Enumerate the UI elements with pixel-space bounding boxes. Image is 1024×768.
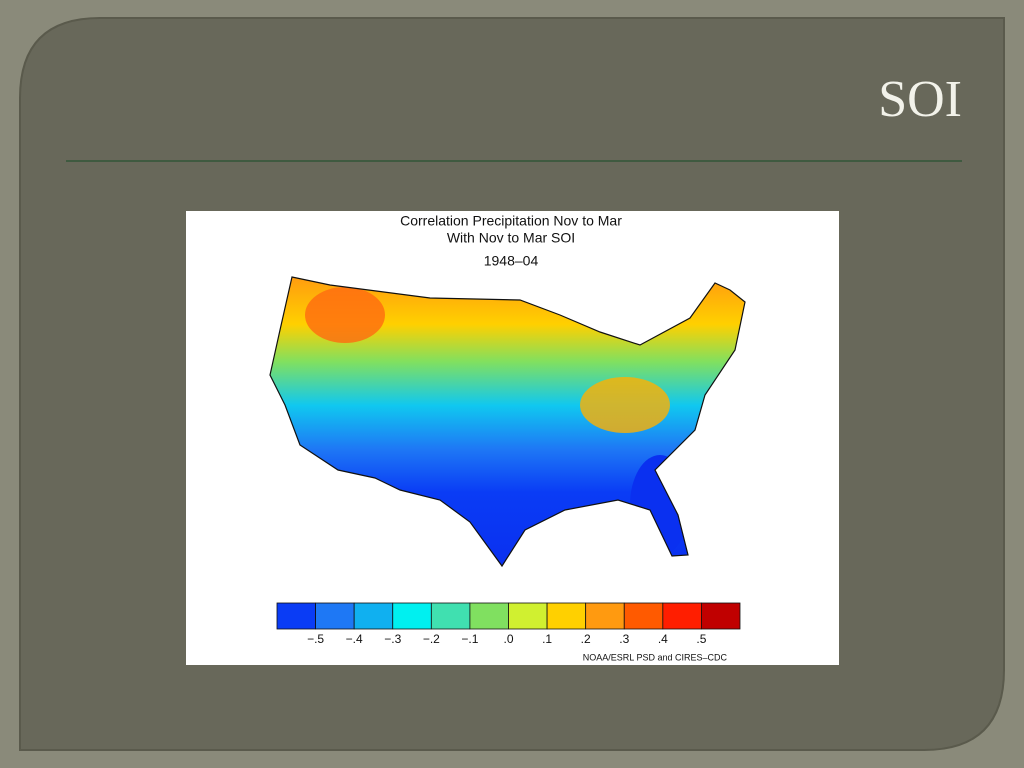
figure-title: With Nov to Mar SOI — [447, 230, 575, 246]
map-region — [580, 377, 670, 433]
colorbar-label: .3 — [619, 632, 629, 646]
colorbar-cell — [315, 602, 355, 630]
colorbar-label: −.3 — [384, 632, 401, 646]
colorbar-label: −.2 — [423, 632, 440, 646]
colorbar-cell — [508, 602, 548, 630]
colorbar-label: −.5 — [307, 632, 324, 646]
slide-title: SOI — [878, 71, 962, 128]
map-region — [305, 287, 385, 343]
colorbar-cell — [701, 602, 741, 630]
colorbar-cell — [469, 602, 509, 630]
colorbar-label: .5 — [696, 632, 706, 646]
colorbar-cell — [353, 602, 394, 630]
colorbar-cell — [546, 602, 587, 630]
colorbar-cell — [585, 602, 625, 630]
colorbar-cell — [430, 602, 471, 630]
figure-title: Correlation Precipitation Nov to Mar — [400, 213, 622, 229]
colorbar-cell — [276, 602, 316, 630]
colorbar-cell — [392, 602, 432, 630]
colorbar-label: .0 — [503, 632, 513, 646]
credit: NOAA/ESRL PSD and CIRES–CDC — [583, 652, 728, 662]
colorbar: −.5 −.4 −.3 −.2 −.1 .0 .1 .2 .3 .4 .5 — [276, 602, 741, 646]
figure-title: 1948–04 — [484, 253, 539, 269]
colorbar-cell — [662, 602, 702, 630]
colorbar-label: −.1 — [461, 632, 478, 646]
colorbar-label: .2 — [581, 632, 591, 646]
colorbar-cell — [623, 602, 664, 630]
colorbar-label: .4 — [658, 632, 668, 646]
colorbar-label: −.4 — [346, 632, 363, 646]
colorbar-label: .1 — [542, 632, 552, 646]
